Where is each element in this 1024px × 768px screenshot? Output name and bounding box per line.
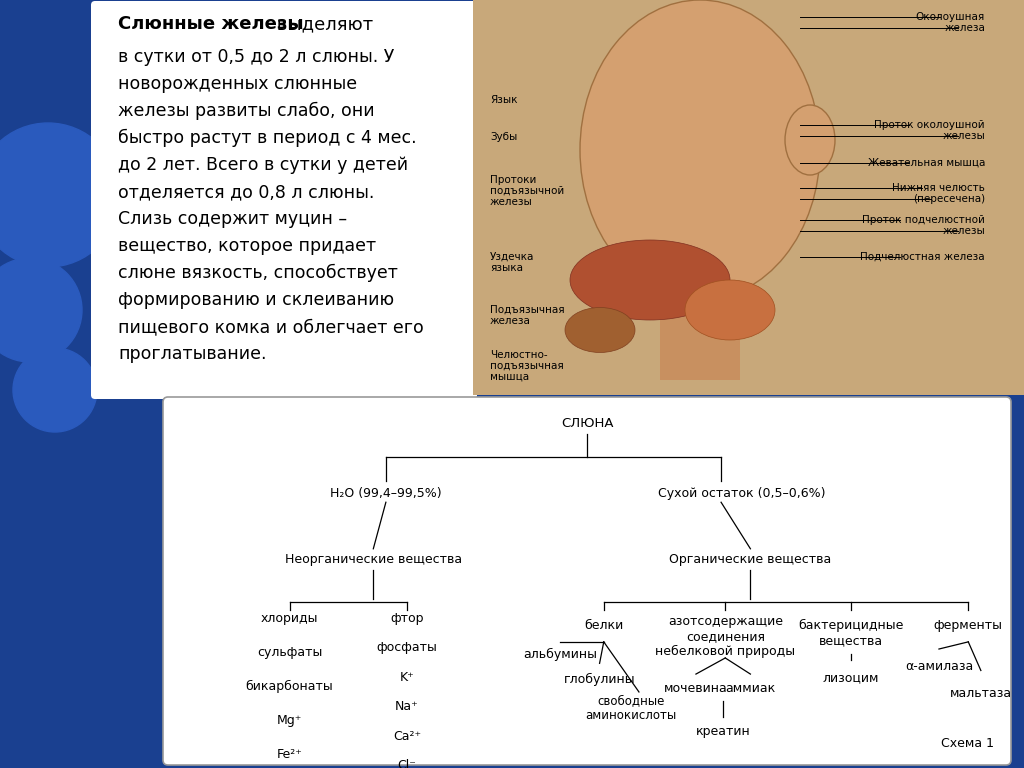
- Text: фосфаты: фосфаты: [377, 641, 437, 654]
- Text: ферменты: ферменты: [934, 619, 1002, 632]
- Text: Ca²⁺: Ca²⁺: [393, 730, 421, 743]
- Text: Схема 1: Схема 1: [941, 737, 994, 750]
- Text: бикарбонаты: бикарбонаты: [246, 680, 334, 694]
- Text: железа: железа: [944, 23, 985, 33]
- Text: Fe²⁺: Fe²⁺: [276, 748, 302, 761]
- Text: Проток подчелюстной: Проток подчелюстной: [862, 215, 985, 225]
- Text: Нижняя челюсть: Нижняя челюсть: [892, 183, 985, 193]
- Text: выделяют: выделяют: [271, 15, 373, 33]
- Text: железы: железы: [490, 197, 532, 207]
- Text: формированию и склеиванию: формированию и склеиванию: [118, 291, 394, 309]
- Text: Н₂О (99,4–99,5%): Н₂О (99,4–99,5%): [330, 487, 441, 500]
- Text: мальтаза: мальтаза: [950, 687, 1012, 700]
- Text: отделяется до 0,8 л слюны.: отделяется до 0,8 л слюны.: [118, 183, 375, 201]
- Text: пищевого комка и облегчает его: пищевого комка и облегчает его: [118, 318, 424, 336]
- Text: азотсодержащие
соединения
небелковой природы: азотсодержащие соединения небелковой при…: [655, 615, 796, 658]
- Text: языка: языка: [490, 263, 523, 273]
- Text: (пересечена): (пересечена): [912, 194, 985, 204]
- Text: Проток околоушной: Проток околоушной: [874, 120, 985, 130]
- Text: железы развиты слабо, они: железы развиты слабо, они: [118, 102, 375, 121]
- Text: лизоцим: лизоцим: [822, 671, 880, 684]
- FancyBboxPatch shape: [660, 280, 740, 380]
- Text: Слюнные железы: Слюнные железы: [118, 15, 304, 33]
- Text: Подчелюстная железа: Подчелюстная железа: [860, 252, 985, 262]
- Text: слюне вязкость, способствует: слюне вязкость, способствует: [118, 264, 398, 282]
- Text: белки: белки: [584, 619, 624, 632]
- Text: Неорганические вещества: Неорганические вещества: [285, 553, 462, 566]
- Text: Mg⁺: Mg⁺: [276, 714, 302, 727]
- Text: аммиак: аммиак: [725, 682, 775, 695]
- Text: сульфаты: сульфаты: [257, 646, 323, 659]
- Text: Челюстно-: Челюстно-: [490, 350, 548, 360]
- Text: вещество, которое придает: вещество, которое придает: [118, 237, 376, 255]
- Text: α-амилаза: α-амилаза: [905, 660, 973, 674]
- Text: Протоки: Протоки: [490, 175, 537, 185]
- FancyBboxPatch shape: [163, 397, 1011, 765]
- Text: железа: железа: [490, 316, 530, 326]
- Text: новорожденных слюнные: новорожденных слюнные: [118, 75, 357, 93]
- Text: Органические вещества: Органические вещества: [670, 553, 831, 566]
- Text: Язык: Язык: [490, 95, 517, 105]
- Ellipse shape: [580, 0, 820, 300]
- Text: фтор: фтор: [390, 612, 424, 625]
- FancyBboxPatch shape: [473, 0, 1024, 395]
- Circle shape: [0, 258, 82, 362]
- Text: Слизь содержит муцин –: Слизь содержит муцин –: [118, 210, 347, 228]
- Text: мышца: мышца: [490, 372, 529, 382]
- Ellipse shape: [685, 280, 775, 340]
- Circle shape: [0, 123, 120, 267]
- Ellipse shape: [785, 105, 835, 175]
- Text: альбумины: альбумины: [523, 648, 597, 661]
- Text: хлориды: хлориды: [261, 612, 318, 625]
- Text: бактерицидные
вещества: бактерицидные вещества: [799, 619, 903, 647]
- Text: Уздечка: Уздечка: [490, 252, 535, 262]
- Text: подъязычной: подъязычной: [490, 186, 564, 196]
- Ellipse shape: [565, 307, 635, 353]
- Text: Жевательная мышца: Жевательная мышца: [867, 158, 985, 168]
- Ellipse shape: [570, 240, 730, 320]
- Text: глобулины: глобулины: [564, 673, 635, 686]
- Text: Cl⁻: Cl⁻: [397, 759, 417, 768]
- Text: СЛЮНА: СЛЮНА: [561, 417, 613, 430]
- Text: подъязычная: подъязычная: [490, 361, 564, 371]
- Text: Околоушная: Околоушная: [915, 12, 985, 22]
- Text: железы: железы: [942, 226, 985, 236]
- Text: проглатывание.: проглатывание.: [118, 345, 266, 363]
- Text: Сухой остаток (0,5–0,6%): Сухой остаток (0,5–0,6%): [658, 487, 825, 500]
- Text: креатин: креатин: [695, 725, 751, 738]
- Text: Зубы: Зубы: [490, 132, 517, 142]
- Text: в сутки от 0,5 до 2 л слюны. У: в сутки от 0,5 до 2 л слюны. У: [118, 48, 394, 66]
- Text: мочевина: мочевина: [665, 682, 728, 695]
- Circle shape: [13, 348, 97, 432]
- Text: Подъязычная: Подъязычная: [490, 305, 564, 315]
- FancyBboxPatch shape: [91, 1, 477, 399]
- Text: Na⁺: Na⁺: [395, 700, 419, 713]
- Text: железы: железы: [942, 131, 985, 141]
- Text: до 2 лет. Всего в сутки у детей: до 2 лет. Всего в сутки у детей: [118, 156, 409, 174]
- Text: свободные
аминокислоты: свободные аминокислоты: [585, 694, 676, 722]
- Text: K⁺: K⁺: [399, 670, 414, 684]
- Text: быстро растут в период с 4 мес.: быстро растут в период с 4 мес.: [118, 129, 417, 147]
